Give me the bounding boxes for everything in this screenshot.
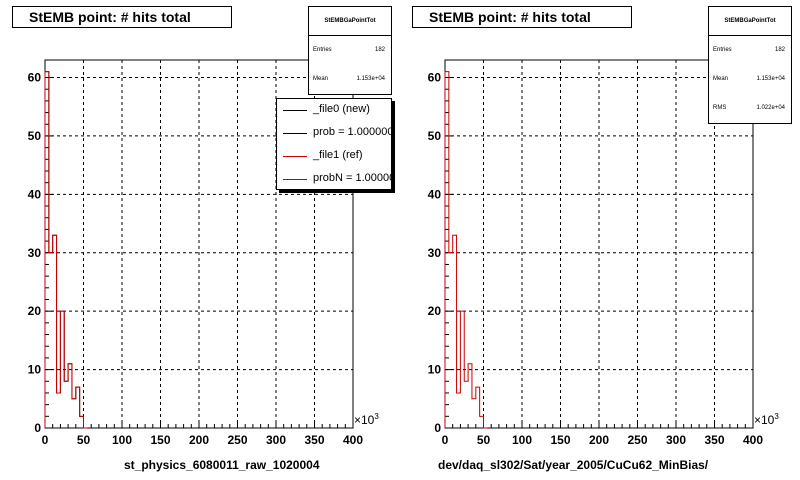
x-tick-label: 50 [77, 433, 91, 447]
stats-key: RMS [713, 105, 727, 111]
x-tick-label: 350 [304, 433, 324, 447]
stats-key: Mean [713, 76, 729, 82]
histogram-plot-right: 0 50 100 150 200 250 300 350 400 0 10 20 30 40 50 60 [428, 59, 763, 447]
x-exponent-label-right: ×103 [754, 412, 779, 427]
stats-box-right: StEMBGaPointTot Entries 182 Mean 1.153e+… [708, 6, 792, 124]
y-tick-label: 0 [34, 421, 41, 435]
y-tick-label: 10 [28, 363, 42, 377]
x-tick-label: 50 [477, 433, 491, 447]
stats-value: 1.153e+04 [356, 76, 385, 82]
x-axis-label-left: st_physics_6080011_raw_1020004 [124, 458, 320, 472]
x-tick-label: 250 [227, 433, 247, 447]
stats-value: 182 [774, 47, 785, 53]
stats-value: 182 [374, 47, 385, 53]
legend-swatch [283, 156, 307, 157]
stats-title: StEMBGaPointTot [309, 7, 391, 36]
histogram-plot-left: 0 50 100 150 200 250 300 350 400 0 10 20 30 40 50 60 [28, 59, 363, 447]
y-tick-label: 0 [434, 421, 441, 435]
x-tick-label: 350 [704, 433, 724, 447]
panel-left: 0 50 100 150 200 250 300 350 400 0 10 20 30 40 50 60 St… [12, 6, 392, 472]
legend-entry-new: _file0 (new) [277, 99, 391, 122]
stats-key: Entries [713, 47, 732, 53]
stats-key: Mean [313, 76, 329, 82]
x-tick-label: 200 [189, 433, 209, 447]
x-tick-label: 150 [150, 433, 170, 447]
y-tick-label: 30 [28, 246, 42, 260]
legend-box: _file0 (new) prob = 1.000000 _file1 (ref… [276, 98, 392, 190]
x-tick-label: 250 [627, 433, 647, 447]
histogram-series-0 [444, 71, 488, 429]
x-tick-label: 0 [442, 433, 449, 447]
x-exponent-label-left: ×103 [354, 412, 379, 427]
y-tick-label: 50 [428, 129, 442, 143]
y-tick-label: 20 [428, 304, 442, 318]
x-tick-label: 150 [550, 433, 570, 447]
x-tick-label: 0 [42, 433, 49, 447]
x-tick-label: 300 [266, 433, 286, 447]
stats-value: 1.153e+04 [756, 76, 785, 82]
y-tick-label: 40 [28, 187, 42, 201]
stats-row-entries: Entries 182 [309, 36, 391, 65]
stats-row-rms: RMS 1.022e+04 [709, 94, 791, 123]
x-tick-label: 300 [666, 433, 686, 447]
legend-label: _file0 (new) [313, 103, 370, 115]
x-tick-label: 400 [343, 433, 363, 447]
legend-entry-prob: prob = 1.000000 [277, 122, 391, 145]
plot-title-right: StEMB point: # hits total [412, 6, 632, 28]
x-tick-label: 100 [112, 433, 132, 447]
legend-label: probN = 1.000000 [313, 172, 391, 184]
legend-swatch [283, 133, 307, 134]
x-tick-label: 400 [743, 433, 763, 447]
stats-row-mean: Mean 1.153e+04 [709, 65, 791, 94]
x-axis-label-right: dev/daq_sl302/Sat/year_2005/CuCu62_MinBi… [438, 458, 709, 472]
legend-swatch [283, 110, 307, 111]
y-tick-label: 20 [28, 304, 42, 318]
stats-value: 1.022e+04 [756, 105, 785, 111]
y-tick-label: 60 [28, 71, 42, 85]
x-tick-label: 100 [512, 433, 532, 447]
histogram-series-0 [44, 71, 88, 429]
y-tick-label: 60 [428, 71, 442, 85]
y-tick-label: 10 [428, 363, 442, 377]
y-tick-label: 30 [428, 246, 442, 260]
x-tick-label: 200 [589, 433, 609, 447]
legend-entry-ref: _file1 (ref) [277, 145, 391, 168]
stats-box-left: StEMBGaPointTot Entries 182 Mean 1.153e+… [308, 6, 392, 95]
stats-title: StEMBGaPointTot [709, 7, 791, 36]
panel-right: 0 50 100 150 200 250 300 350 400 0 10 20 30 40 50 60 St… [400, 0, 800, 480]
y-tick-label: 40 [428, 187, 442, 201]
stats-row-entries: Entries 182 [709, 36, 791, 65]
legend-label: _file1 (ref) [313, 149, 363, 161]
histogram-series-1 [44, 71, 88, 429]
legend-entry-probn: probN = 1.000000 [277, 168, 391, 189]
plot-title-left: StEMB point: # hits total [12, 6, 232, 28]
legend-swatch [283, 179, 307, 180]
stats-row-mean: Mean 1.153e+04 [309, 65, 391, 94]
legend-label: prob = 1.000000 [313, 126, 392, 138]
stats-key: Entries [313, 47, 332, 53]
y-tick-label: 50 [28, 129, 42, 143]
